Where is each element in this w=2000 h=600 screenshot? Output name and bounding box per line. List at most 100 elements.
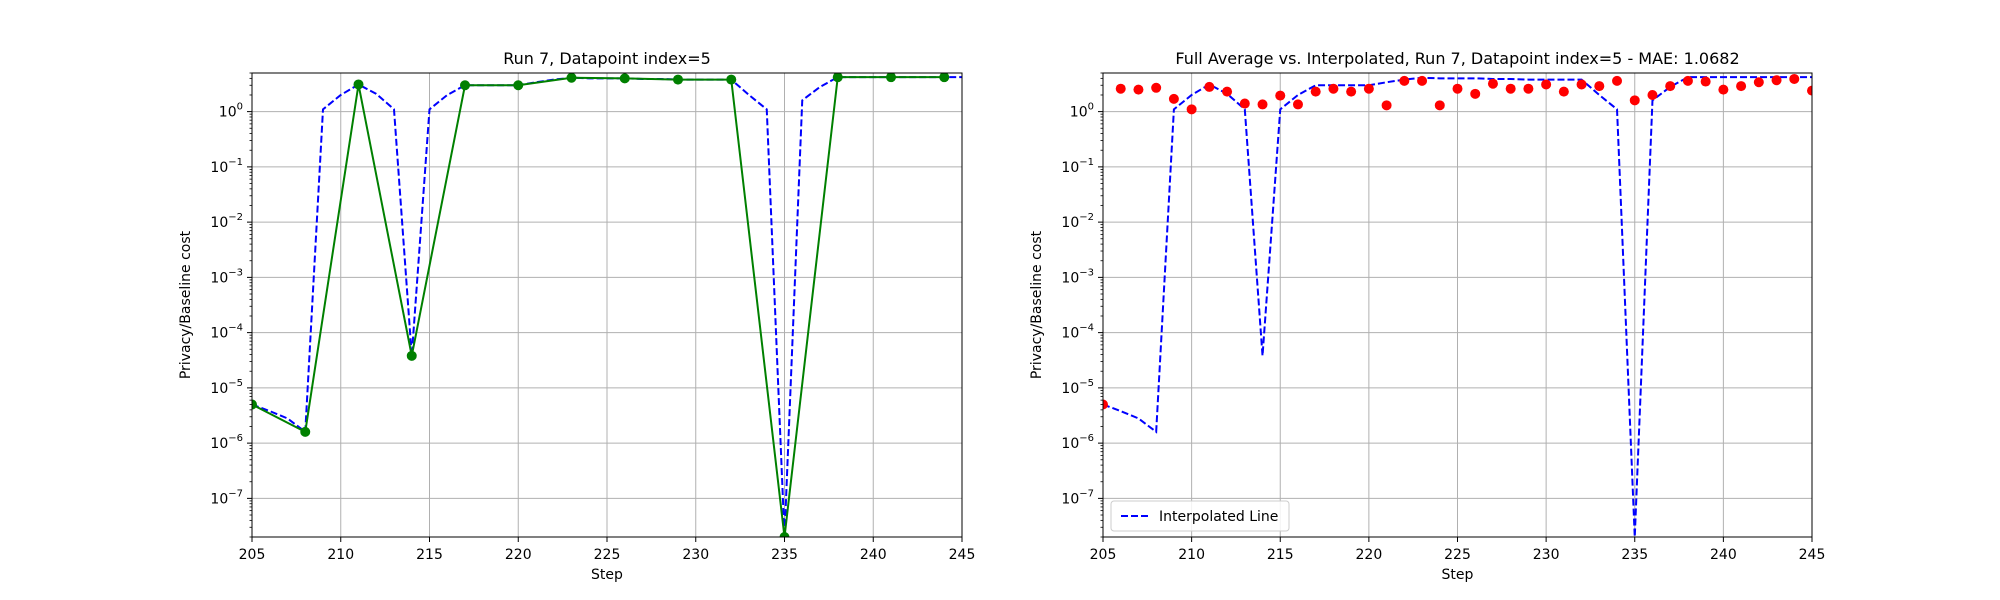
y-tick-exponent: −7 <box>1079 488 1094 499</box>
scatter-point <box>1133 84 1144 95</box>
y-tick-exponent: −4 <box>228 323 243 334</box>
y-tick-base: 10 <box>210 215 228 231</box>
y-tick-exponent: −3 <box>1079 267 1094 278</box>
series-marker <box>406 350 417 361</box>
scatter-point <box>1541 79 1552 90</box>
series-marker <box>832 73 843 83</box>
series-marker <box>566 73 577 83</box>
scatter-point <box>1292 99 1303 110</box>
scatter-point <box>1629 95 1640 106</box>
scatter-point <box>1239 98 1250 109</box>
scatter-point <box>1753 77 1764 88</box>
series-marker <box>353 79 364 90</box>
series-marker <box>252 399 257 410</box>
x-tick-label: 230 <box>682 547 709 563</box>
x-axis-label: Step <box>1442 567 1474 583</box>
series-line-2 <box>252 76 945 537</box>
scatter-point <box>1275 90 1286 101</box>
y-tick-label: 100 <box>1070 102 1094 121</box>
y-tick-label: 10−4 <box>1061 323 1094 342</box>
scatter-point <box>1186 104 1197 115</box>
scatter-point <box>1789 73 1800 84</box>
chart-title: Run 7, Datapoint index=5 <box>503 49 711 68</box>
scatter-point <box>1151 82 1162 93</box>
legend: Interpolated Line <box>1110 500 1290 532</box>
x-tick-label: 210 <box>1178 547 1205 563</box>
scatter-point <box>1399 75 1410 86</box>
x-tick-label: 245 <box>949 547 976 563</box>
scatter-point <box>1594 81 1605 92</box>
x-tick-label: 235 <box>1621 547 1648 563</box>
scatter-point <box>1736 81 1747 92</box>
scatter-point <box>1168 93 1179 104</box>
scatter-point <box>1682 75 1693 86</box>
scatter-point <box>1310 86 1321 97</box>
y-tick-exponent: −5 <box>228 378 243 389</box>
y-tick-exponent: −3 <box>228 267 243 278</box>
y-tick-exponent: −2 <box>228 212 243 223</box>
y-axis-label: Privacy/Baseline cost <box>178 230 194 379</box>
y-tick-exponent: 0 <box>1088 102 1094 113</box>
series-marker <box>513 80 524 91</box>
scatter-point <box>1665 81 1676 92</box>
y-tick-label: 10−2 <box>1061 212 1094 231</box>
chart-panel-2: 205 210 215 220 225 230 235 240 24510−710−610−51… <box>1029 49 1825 583</box>
y-tick-label: 10−1 <box>210 157 243 176</box>
y-tick-exponent: 0 <box>237 102 243 113</box>
y-tick-label: 10−3 <box>210 267 243 286</box>
y-tick-label: 10−6 <box>210 433 243 452</box>
y-tick-label: 10−5 <box>210 378 243 397</box>
y-tick-exponent: −1 <box>1079 157 1094 168</box>
scatter-point <box>1718 84 1729 95</box>
y-tick-base: 10 <box>1061 381 1079 397</box>
scatter-point <box>1452 83 1463 94</box>
x-tick-label: 220 <box>505 547 532 563</box>
x-tick-label: 245 <box>1799 547 1826 563</box>
series-marker <box>300 426 311 437</box>
x-tick-label: 205 <box>1090 547 1117 563</box>
x-tick-label: 240 <box>860 547 887 563</box>
scatter-point <box>1328 83 1339 94</box>
y-tick-base: 10 <box>210 326 228 342</box>
x-tick-label: 205 <box>239 547 266 563</box>
series-marker <box>619 73 630 84</box>
x-axis-label: Step <box>591 567 623 583</box>
x-tick-label: 235 <box>771 547 798 563</box>
scatter-point <box>1700 76 1711 87</box>
x-tick-label: 225 <box>1444 547 1471 563</box>
scatter-point <box>1257 99 1268 110</box>
scatter-point <box>1576 79 1587 90</box>
series-line-1 <box>1103 76 1812 537</box>
series-marker <box>779 532 790 537</box>
y-tick-label: 10−3 <box>1061 267 1094 286</box>
scatter-point <box>1346 86 1357 97</box>
series-marker <box>726 74 737 85</box>
x-tick-label: 210 <box>327 547 354 563</box>
y-tick-base: 10 <box>1061 215 1079 231</box>
series-marker <box>673 74 683 85</box>
series-marker <box>460 80 470 91</box>
scatter-point <box>1204 81 1215 92</box>
y-tick-label: 10−5 <box>1061 378 1094 397</box>
scatter-point <box>1647 89 1658 100</box>
y-tick-base: 10 <box>210 270 228 286</box>
scatter-point <box>1612 75 1623 86</box>
y-tick-label: 10−4 <box>210 323 243 342</box>
y-tick-exponent: −2 <box>1079 212 1094 223</box>
scatter-point <box>1103 399 1108 410</box>
scatter-point <box>1417 75 1428 86</box>
y-tick-base: 10 <box>219 105 237 121</box>
y-tick-base: 10 <box>210 160 228 176</box>
y-tick-label: 10−2 <box>210 212 243 231</box>
y-tick-base: 10 <box>1061 326 1079 342</box>
y-tick-label: 10−6 <box>1061 433 1094 452</box>
y-tick-base: 10 <box>210 491 228 507</box>
y-tick-base: 10 <box>1061 491 1079 507</box>
scatter-point <box>1222 86 1233 97</box>
y-tick-exponent: −6 <box>228 433 243 444</box>
y-tick-exponent: −5 <box>1079 378 1094 389</box>
scatter-point <box>1381 100 1392 111</box>
chart-panel-1: 205 210 215 220 225 230 235 240 24510−710−610−51… <box>178 49 975 583</box>
y-tick-base: 10 <box>210 381 228 397</box>
